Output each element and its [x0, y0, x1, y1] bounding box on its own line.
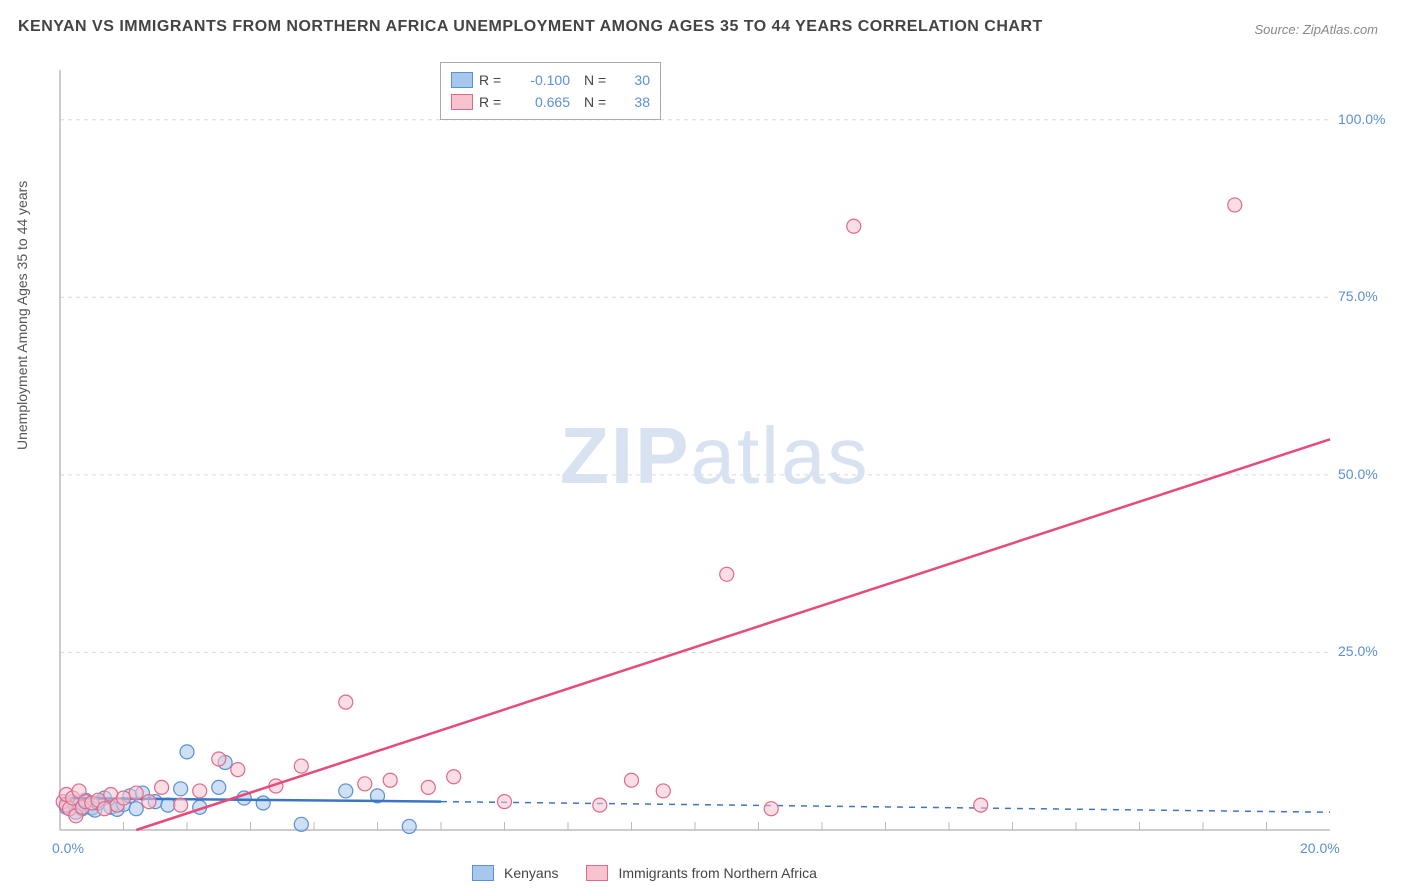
y-tick-label: 75.0% [1338, 288, 1378, 304]
legend-swatch [472, 865, 494, 881]
plot-area: ZIPatlas [50, 60, 1370, 850]
n-label: N = [584, 72, 614, 88]
n-label: N = [584, 94, 614, 110]
legend-swatch [586, 865, 608, 881]
legend-row: R = -0.100 N = 30 [451, 69, 650, 91]
r-value: -0.100 [515, 72, 570, 88]
legend-series-label: Kenyans [504, 865, 558, 881]
legend-swatch [451, 72, 473, 88]
correlation-legend: R = -0.100 N = 30 R = 0.665 N = 38 [440, 62, 661, 120]
chart-svg [50, 60, 1370, 850]
y-tick-label: 25.0% [1338, 643, 1378, 659]
r-label: R = [479, 94, 509, 110]
r-label: R = [479, 72, 509, 88]
chart-title: KENYAN VS IMMIGRANTS FROM NORTHERN AFRIC… [18, 18, 1043, 36]
x-tick-label: 20.0% [1300, 840, 1340, 856]
n-value: 38 [620, 94, 650, 110]
legend-series-label: Immigrants from Northern Africa [618, 865, 816, 881]
series-legend: Kenyans Immigrants from Northern Africa [472, 865, 835, 881]
n-value: 30 [620, 72, 650, 88]
legend-swatch [451, 94, 473, 110]
y-axis-label: Unemployment Among Ages 35 to 44 years [14, 181, 30, 450]
y-tick-label: 100.0% [1338, 111, 1385, 127]
y-tick-label: 50.0% [1338, 466, 1378, 482]
source-attribution: Source: ZipAtlas.com [1254, 22, 1378, 37]
legend-row: R = 0.665 N = 38 [451, 91, 650, 113]
r-value: 0.665 [515, 94, 570, 110]
x-tick-label: 0.0% [52, 840, 84, 856]
